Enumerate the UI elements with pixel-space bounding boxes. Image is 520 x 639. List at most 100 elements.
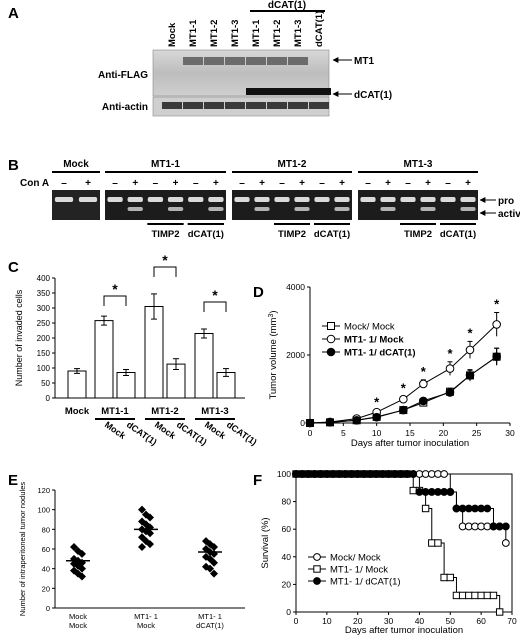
data-point xyxy=(326,347,336,357)
data-point xyxy=(492,352,501,362)
legend-label: Mock/ Mock xyxy=(344,322,395,333)
group-label: dCAT(1) xyxy=(268,0,306,11)
band-dcat xyxy=(288,88,310,95)
panel-f: F 0 20 40 60 80 100 0 10 20 30 40 50 60 70 Days after … xyxy=(253,469,517,636)
cona-sign: – xyxy=(319,178,325,189)
data-point xyxy=(399,394,408,404)
data-point xyxy=(458,591,467,600)
data-point xyxy=(372,412,381,422)
legend-label: MT1- 1/ dCAT(1) xyxy=(330,577,401,588)
category-label: MT1-1 xyxy=(101,406,129,417)
arrow-label-mt1: MT1 xyxy=(354,56,374,67)
data-point xyxy=(501,539,510,547)
x-tick-label: 70 xyxy=(507,616,517,626)
panel-d: D 0 2000 4000 0 5 10 15 20 25 30 Days after tumor … xyxy=(253,282,515,449)
band-pro xyxy=(234,197,250,202)
treatment-label: TIMP2 xyxy=(278,229,306,240)
data-point xyxy=(78,572,86,581)
band-mt1 xyxy=(267,57,287,65)
cona-sign: + xyxy=(425,178,431,189)
plot-frame xyxy=(295,473,513,613)
band-active xyxy=(460,207,476,211)
y-axis-title: Tumor volume (mm3) xyxy=(268,310,280,399)
treatment-label: TIMP2 xyxy=(152,229,180,240)
cona-sign: + xyxy=(213,178,219,189)
data-point xyxy=(446,488,455,496)
data-point xyxy=(501,522,510,531)
legend-label: MT1- 1/ Mock xyxy=(344,335,404,346)
band-actin xyxy=(162,102,182,109)
category-label: Mock xyxy=(69,621,87,630)
y-tick-label: 0 xyxy=(300,418,305,428)
data-point xyxy=(399,405,408,415)
panel-b: B Mock MT1-1 MT1-2 MT1-3 Con A – + – + – + – + – + – +… xyxy=(8,157,520,240)
band-pro xyxy=(334,197,350,202)
band-pro xyxy=(294,197,310,202)
legend-label: Mock/ Mock xyxy=(330,553,381,564)
cona-sign: + xyxy=(465,178,471,189)
lane-label: MT1-3 xyxy=(293,20,304,47)
cona-sign: – xyxy=(61,178,67,189)
legend-label: MT1- 1/ Mock xyxy=(330,565,388,576)
cona-sign: + xyxy=(132,178,138,189)
band-active xyxy=(294,207,310,211)
panel-e-label: E xyxy=(8,472,18,489)
y-tick-label: 0 xyxy=(46,394,51,403)
data-point xyxy=(419,379,428,389)
band-active xyxy=(380,207,396,211)
x-tick-label: 0 xyxy=(308,428,313,438)
cona-sign: + xyxy=(173,178,179,189)
y-tick-label: 120 xyxy=(37,486,50,495)
row-label-anti-flag: Anti-FLAG xyxy=(98,70,148,81)
band-mt1 xyxy=(225,57,245,65)
zymography-groups: Mock MT1-1 MT1-2 MT1-3 xyxy=(52,159,478,173)
series-line xyxy=(296,473,501,612)
y-tick-label: 2000 xyxy=(286,350,305,360)
treatment-label: dCAT(1) xyxy=(440,229,476,240)
cona-sign: + xyxy=(85,178,91,189)
y-tick-label: 80 xyxy=(42,525,50,534)
band-pro xyxy=(420,197,436,202)
category-label: dCAT(1) xyxy=(196,621,224,630)
y-axis-title: Number of invaded cells xyxy=(14,289,24,386)
data-point xyxy=(313,577,321,585)
sub-label: Mock xyxy=(103,419,128,441)
panel-c: C 0 50 100 150 200 250 300 350 400 Number of inva… xyxy=(8,252,259,447)
lane-label: dCAT(1) xyxy=(314,11,325,47)
band-pro xyxy=(440,197,456,202)
band-actin xyxy=(309,102,329,109)
band-pro xyxy=(400,197,416,202)
cona-label: Con A xyxy=(20,178,49,189)
group-label: MT1-1 xyxy=(151,159,180,170)
data-point xyxy=(210,543,218,552)
x-axis-title: Days after tumor inoculation xyxy=(345,625,463,636)
y-tick-label: 50 xyxy=(41,379,50,388)
lane-label: MT1-2 xyxy=(272,20,283,47)
band-active xyxy=(208,207,224,211)
cona-sign: – xyxy=(153,178,159,189)
y-tick-label: 0 xyxy=(286,607,291,617)
x-tick-label: 10 xyxy=(322,616,332,626)
cona-sign: – xyxy=(405,178,411,189)
panel-a-label: A xyxy=(8,5,19,22)
data-point xyxy=(78,564,86,573)
cona-sign: – xyxy=(112,178,118,189)
band-mt1 xyxy=(246,57,266,65)
band-mt1 xyxy=(183,57,203,65)
data-point xyxy=(313,553,321,561)
y-tick-label: 60 xyxy=(282,524,292,534)
band-dcat xyxy=(246,88,268,95)
y-tick-label: 150 xyxy=(37,349,51,358)
data-point xyxy=(325,418,335,427)
sub-label: dCAT(1) xyxy=(175,419,209,447)
band-actin xyxy=(246,102,266,109)
chart-invaded-cells: 0 50 100 150 200 250 300 350 400 Number of invade… xyxy=(14,252,259,447)
x-tick-label: 20 xyxy=(353,616,363,626)
cona-signs: – + – + – + – + – + – + – + – + – + – + xyxy=(61,178,471,189)
y-tick-label: 300 xyxy=(37,304,51,313)
data-point xyxy=(352,415,361,425)
data-point xyxy=(440,470,449,478)
band-active xyxy=(420,207,436,211)
band-active xyxy=(254,207,270,211)
